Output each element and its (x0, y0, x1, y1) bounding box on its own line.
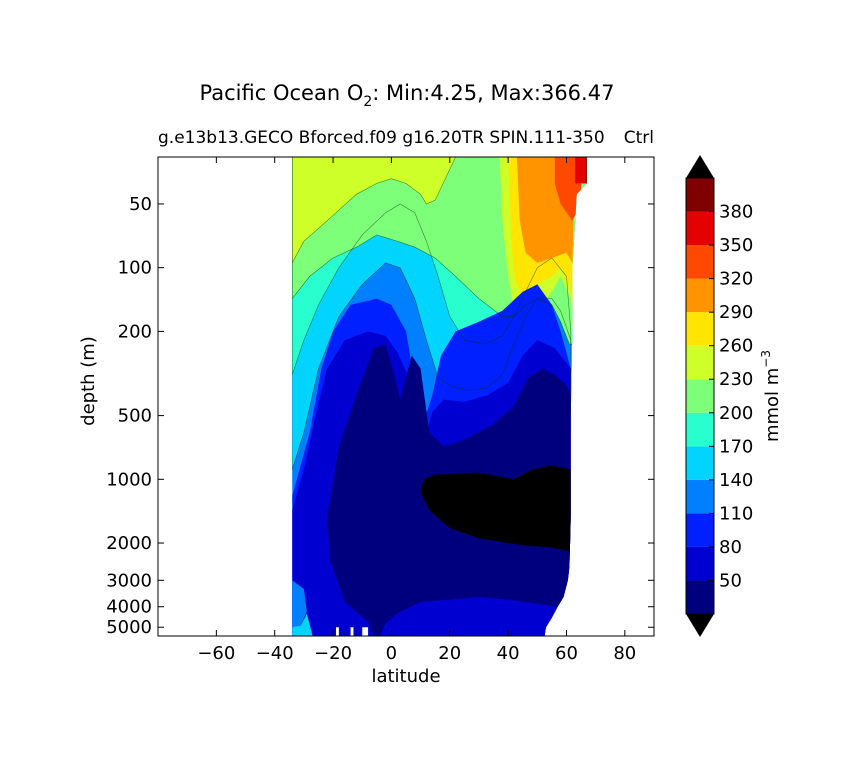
chart-title: Pacific Ocean O2: Min:4.25, Max:366.47 (200, 81, 615, 110)
colorbar-segment (686, 513, 714, 547)
field-140-sw (292, 580, 307, 628)
gap-0 (335, 627, 339, 636)
x-tick-label: 0 (386, 643, 397, 664)
colorbar-extend-min (686, 614, 714, 637)
x-tick-label: −60 (197, 643, 235, 664)
y-tick-label: 1000 (106, 469, 152, 490)
y-tick-label: 500 (118, 406, 152, 427)
y-tick-label: 3000 (106, 570, 152, 591)
field-380 (575, 157, 587, 184)
colorbar-segment (686, 245, 714, 279)
gap-1 (350, 627, 354, 636)
field-170-sw (292, 613, 313, 636)
colorbar-segment (686, 345, 714, 380)
colorbar-tick-label: 200 (719, 403, 753, 424)
colorbar-segment (686, 312, 714, 346)
colorbar-tick-label: 380 (719, 202, 753, 223)
gap-2 (362, 627, 369, 636)
colorbar-segment (686, 211, 714, 246)
colorbar-tick-label: 140 (719, 470, 753, 491)
contour-line-0 (292, 157, 587, 345)
contour-line-2 (292, 157, 587, 375)
field-suboxic (420, 465, 571, 552)
x-tick-label: 20 (438, 643, 461, 664)
colorbar-segment (686, 479, 714, 514)
colorbar-segment (686, 178, 714, 212)
colorbar-segment (686, 446, 714, 480)
colorbar-label: mmol m−3 (759, 350, 783, 442)
y-tick-label: 2000 (106, 533, 152, 554)
y-tick-label: 200 (118, 321, 152, 342)
contour-line-1 (292, 157, 457, 264)
colorbar-tick-label: 260 (719, 336, 753, 357)
colorbar-frame (685, 177, 715, 615)
colorbar-tick-label: 50 (719, 570, 742, 591)
x-axis: −60 −40 −20 0 20 40 60 80 (197, 157, 636, 664)
chart-subtitle-run: g.e13b13.GECO Bforced.f09 g16.20TR SPIN.… (158, 128, 605, 148)
x-tick-label: 60 (555, 643, 578, 664)
colorbar-tick-label: 170 (719, 436, 753, 457)
x-tick-label: 40 (497, 643, 520, 664)
colorbar-segment (686, 580, 714, 614)
contour-line-3 (292, 157, 587, 470)
colorbar-tick-label: 230 (719, 369, 753, 390)
field-260 (292, 157, 456, 263)
colorbar-segment (686, 546, 714, 581)
missing-data-gaps (335, 627, 369, 636)
colorbar-segment (686, 379, 714, 413)
colorbar-segment (686, 412, 714, 447)
colorbar: 50 80 110 140 170 200 230 260 290 320 350 380 (685, 155, 753, 637)
colorbar-extend-max (686, 155, 714, 178)
colorbar-tick-label: 350 (719, 235, 753, 256)
x-tick-label: −20 (314, 643, 352, 664)
x-tick-label: 80 (613, 643, 636, 664)
chart-subtitle-ctrl: Ctrl (624, 128, 654, 148)
colorbar-segment (686, 278, 714, 313)
colorbar-tick-label: 290 (719, 302, 753, 323)
colorbar-tick-label: 320 (719, 269, 753, 290)
field-350 (554, 157, 582, 221)
x-axis-label: latitude (371, 666, 440, 687)
y-tick-label: 5000 (106, 617, 152, 638)
plot-frame (157, 156, 655, 637)
y-axis-label: depth (m) (78, 336, 99, 426)
y-tick-label: 100 (118, 258, 152, 279)
contour-lines (292, 157, 587, 470)
y-tick-label: 50 (129, 194, 152, 215)
colorbar-tick-label: 80 (719, 537, 742, 558)
colorbar-tick-label: 110 (719, 503, 753, 524)
contour-fields (292, 157, 587, 636)
y-tick-label: 4000 (106, 597, 152, 618)
x-tick-label: −40 (256, 643, 294, 664)
